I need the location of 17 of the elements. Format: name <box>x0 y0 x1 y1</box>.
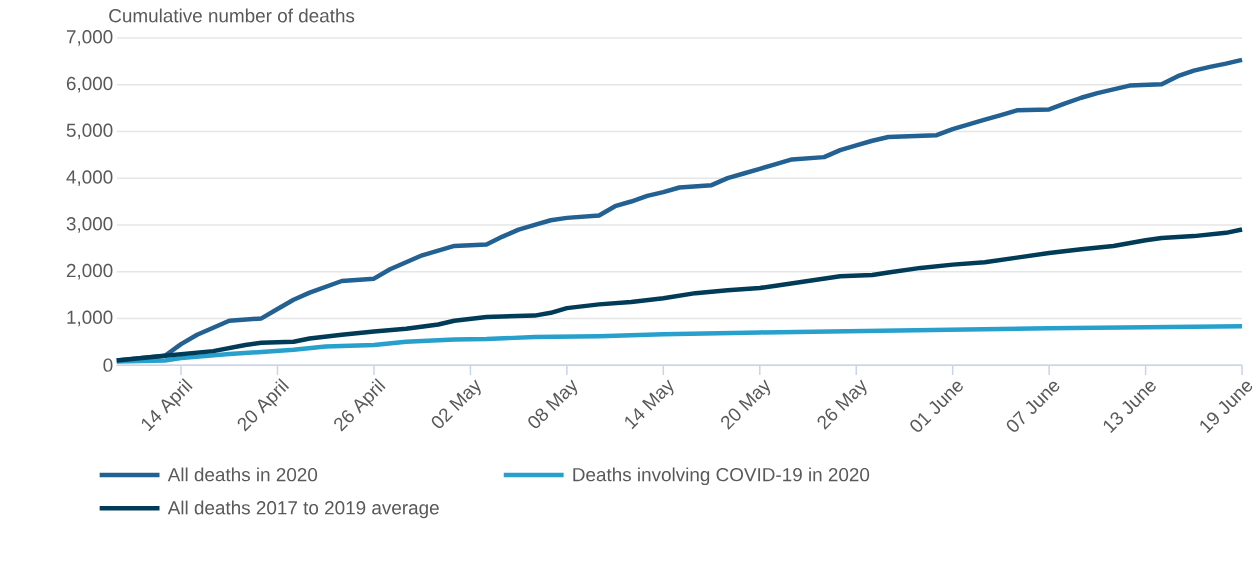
y-tick-label: 1,000 <box>67 310 113 327</box>
legend-label: All deaths 2017 to 2019 average <box>167 500 439 519</box>
y-tick-label: 0 <box>103 358 113 372</box>
y-tick-label: 4,000 <box>66 170 113 187</box>
y-tick-label: 3,000 <box>66 217 113 233</box>
x-tick-label: 08 May <box>528 379 578 429</box>
y-axis-title: Cumulative number of deaths <box>109 8 355 23</box>
x-tick-label: 20 May <box>721 379 771 430</box>
y-tick-label: 7,000 <box>66 30 113 46</box>
legend-label: All deaths in 2020 <box>167 467 318 482</box>
x-tick-label: 14 May <box>625 379 674 430</box>
y-tick-label: 5,000 <box>66 123 113 140</box>
y-tick-label: 2,000 <box>66 264 113 280</box>
y-tick-label: 6,000 <box>66 77 113 93</box>
x-tick-label: 26 May <box>817 379 867 430</box>
legend-label: Deaths involving COVID-19 in 2020 <box>573 467 870 486</box>
x-tick-label: 02 May <box>431 379 481 429</box>
